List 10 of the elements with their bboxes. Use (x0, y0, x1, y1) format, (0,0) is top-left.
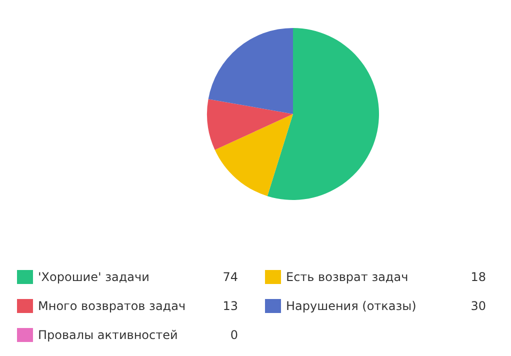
legend-label: Есть возврат задач (286, 270, 408, 284)
data-label: 13 (222, 299, 238, 313)
data-label: 18 (470, 270, 486, 284)
legend-label: Много возвратов задач (38, 299, 186, 313)
data-label: 30 (470, 299, 486, 313)
data-label: 74 (222, 270, 238, 284)
legend-label: 'Хорошие' задачи (38, 270, 150, 284)
legend-label: Провалы активностей (38, 328, 178, 342)
text: 0 (230, 328, 238, 342)
legend-label: Нарушения (отказы) (286, 299, 416, 313)
